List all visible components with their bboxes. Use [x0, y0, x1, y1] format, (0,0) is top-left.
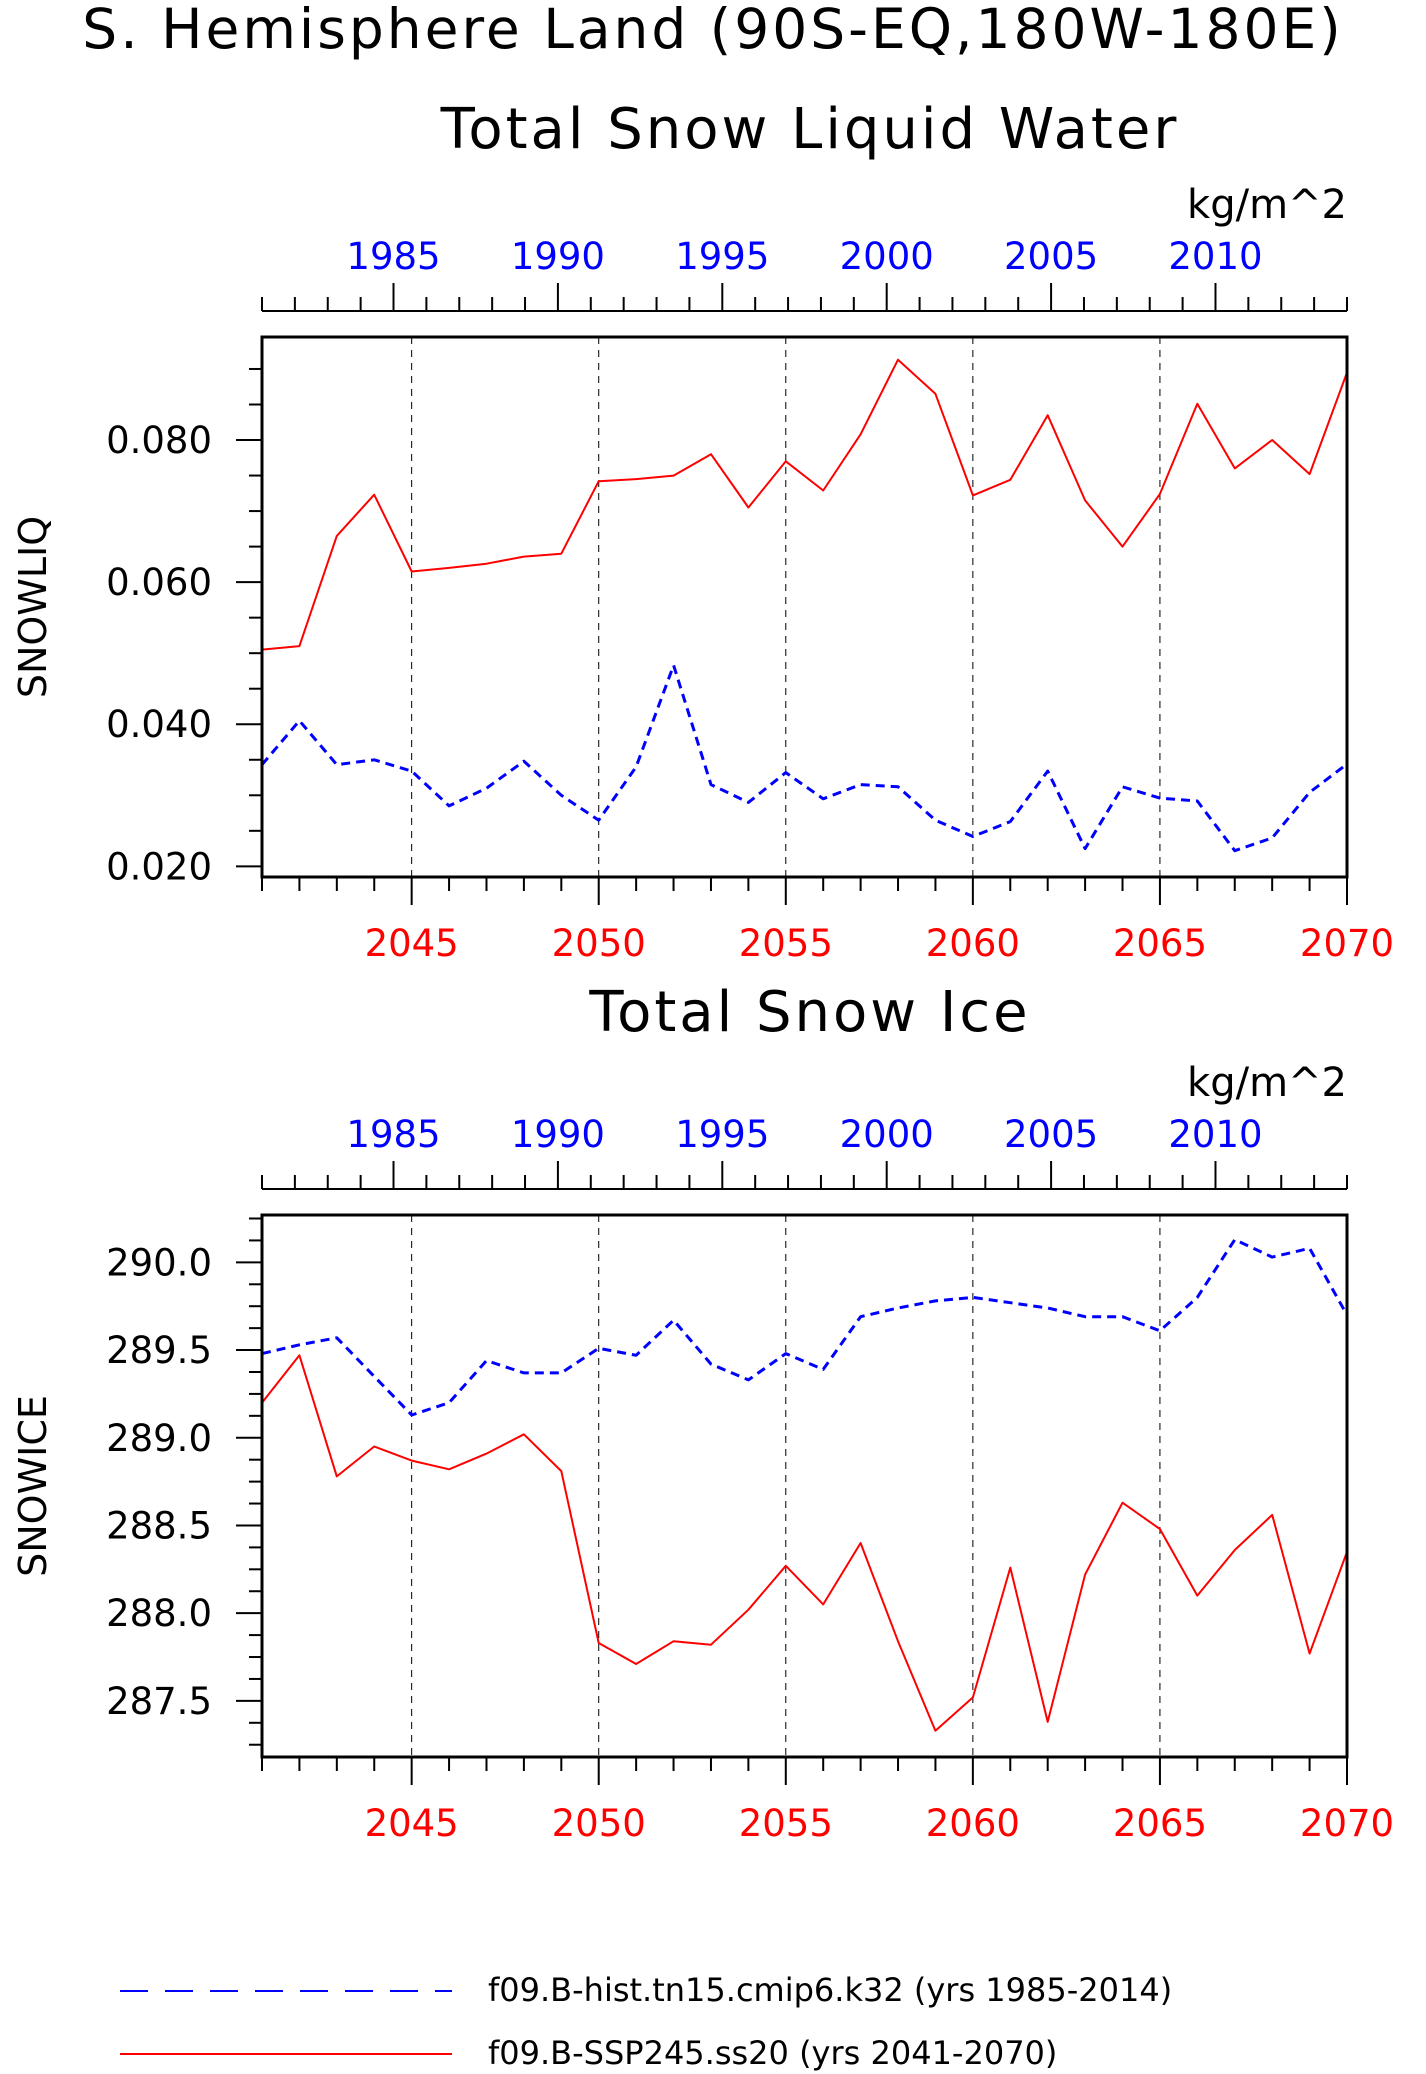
x-top-tick-label: 1995	[675, 1113, 769, 1156]
y-tick-label: 290.0	[106, 1241, 212, 1284]
y-axis-label: SNOWLIQ	[11, 516, 55, 698]
x-top-tick-label: 2000	[840, 235, 934, 278]
y-tick-label: 0.040	[106, 703, 212, 746]
series-ssp-line	[261, 358, 1348, 651]
y-tick-label: 289.0	[106, 1417, 212, 1460]
plot-frame	[260, 335, 1349, 879]
legend: f09.B-hist.tn15.cmip6.k32 (yrs 1985-2014…	[120, 1971, 1172, 2072]
legend-ssp-label: f09.B-SSP245.ss20 (yrs 2041-2070)	[488, 2034, 1057, 2072]
x-bottom-tick-label: 2060	[926, 922, 1020, 965]
y-tick-label: 289.5	[106, 1329, 212, 1372]
y-tick-label: 287.5	[106, 1680, 212, 1723]
x-top-tick-label: 1995	[675, 235, 769, 278]
units-label: kg/m^2	[1187, 182, 1347, 228]
x-top-tick-label: 1985	[346, 1113, 440, 1156]
series-ssp-line	[261, 1354, 1348, 1732]
chart-title: Total Snow Liquid Water	[440, 97, 1180, 162]
page-title: S. Hemisphere Land (90S-EQ,180W-180E)	[82, 0, 1343, 61]
x-top-tick-label: 1990	[511, 1113, 605, 1156]
x-bottom-tick-label: 2065	[1113, 1802, 1207, 1845]
x-bottom-tick-label: 2065	[1113, 922, 1207, 965]
x-top-tick-label: 1990	[511, 235, 605, 278]
x-bottom-tick-label: 2070	[1300, 922, 1394, 965]
x-bottom-tick-label: 2055	[739, 922, 833, 965]
x-bottom-tick-label: 2060	[926, 1802, 1020, 1845]
series-hist-line	[261, 1238, 1349, 1417]
legend-hist-label: f09.B-hist.tn15.cmip6.k32 (yrs 1985-2014…	[488, 1971, 1172, 2009]
x-top-tick-label: 2000	[840, 1113, 934, 1156]
x-top-tick-label: 2010	[1168, 235, 1262, 278]
x-bottom-tick-label: 2045	[365, 922, 459, 965]
y-tick-label: 288.5	[106, 1504, 212, 1547]
chart-panel-2: Total Snow Ice kg/m^2 2045 2050 2055 2060 2065…	[11, 980, 1394, 1845]
x-top-tick-label: 2010	[1168, 1113, 1262, 1156]
x-top-tick-label: 2005	[1004, 235, 1098, 278]
series-hist-line	[260, 663, 1348, 853]
x-bottom-tick-label: 2045	[365, 1802, 459, 1845]
x-bottom-tick-label: 2050	[552, 1802, 646, 1845]
plot-frame	[260, 1213, 1349, 1759]
y-tick-label: 0.020	[106, 845, 212, 888]
y-tick-label: 0.060	[106, 561, 212, 604]
x-bottom-tick-label: 2050	[552, 922, 646, 965]
x-bottom-tick-label: 2070	[1300, 1802, 1394, 1845]
y-axis-label: SNOWICE	[11, 1395, 55, 1577]
chart-title: Total Snow Ice	[588, 980, 1030, 1045]
x-bottom-tick-label: 2055	[739, 1802, 833, 1845]
x-top-tick-label: 1985	[346, 235, 440, 278]
y-tick-label: 0.080	[106, 419, 212, 462]
units-label: kg/m^2	[1187, 1060, 1347, 1106]
x-top-tick-label: 2005	[1004, 1113, 1098, 1156]
y-tick-label: 288.0	[106, 1592, 212, 1635]
